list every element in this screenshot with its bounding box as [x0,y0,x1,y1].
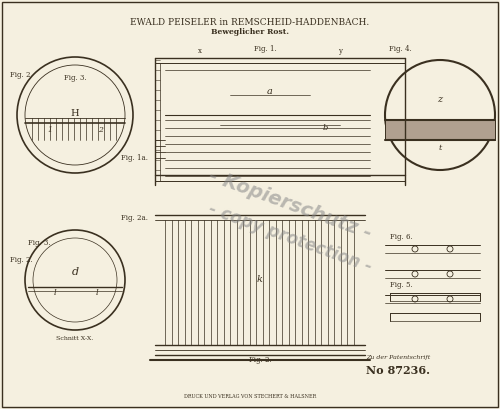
Text: 2: 2 [98,126,102,134]
Text: Beweglicher Rost.: Beweglicher Rost. [211,28,289,36]
Text: - Kopierschutz -: - Kopierschutz - [206,166,374,243]
Text: Fig. 2.: Fig. 2. [10,71,33,79]
Text: a: a [267,88,273,97]
Text: Fig. 1a.: Fig. 1a. [121,154,148,162]
Text: H: H [70,108,80,117]
Text: Fig. 3.: Fig. 3. [28,239,50,247]
Text: Fig. 1.: Fig. 1. [254,45,276,53]
Text: z: z [438,95,442,105]
Text: l: l [96,289,98,297]
Text: DRUCK UND VERLAG VON STECHERT & HALSNER: DRUCK UND VERLAG VON STECHERT & HALSNER [184,395,316,400]
Text: k: k [257,276,263,285]
Text: t: t [438,144,442,152]
Text: EWALD PEISELER in REMSCHEID-HADDENBACH.: EWALD PEISELER in REMSCHEID-HADDENBACH. [130,18,370,27]
Text: Schnitt X-X.: Schnitt X-X. [56,335,94,341]
Text: Fig. 6.: Fig. 6. [390,233,413,241]
Text: Fig. 2a.: Fig. 2a. [121,214,148,222]
Text: Zu der Patentschrift: Zu der Patentschrift [366,355,430,360]
Text: - copy protection -: - copy protection - [206,200,374,276]
Bar [385,120,495,140]
Text: Fig. 5.: Fig. 5. [390,281,413,289]
Text: Fig. 4.: Fig. 4. [388,45,411,53]
Text: d: d [72,267,78,277]
Text: Fig. 2.: Fig. 2. [10,256,33,264]
Text: Fig. 3.: Fig. 3. [64,74,86,82]
Text: 1: 1 [48,126,52,134]
Text: b: b [322,124,328,132]
Text: No 87236.: No 87236. [366,364,430,375]
Text: Fig. 2.: Fig. 2. [248,356,272,364]
Text: l: l [54,289,56,297]
Text: x: x [198,47,202,55]
Text: y: y [338,47,342,55]
